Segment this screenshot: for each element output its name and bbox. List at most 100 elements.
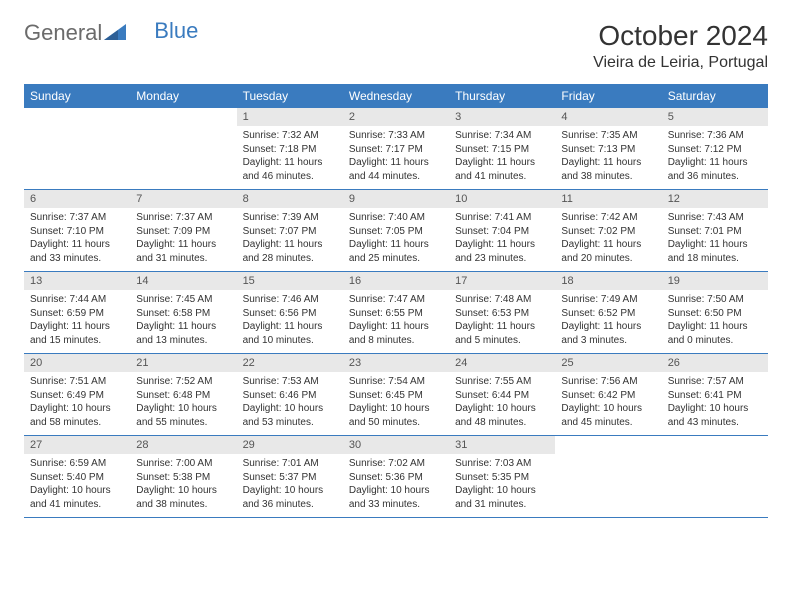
daylight-text-1: Daylight: 10 hours [668, 402, 762, 416]
day-header-mon: Monday [130, 84, 236, 108]
day-content-cell [24, 126, 130, 190]
sunrise-text: Sunrise: 7:36 AM [668, 129, 762, 143]
day-header-sat: Saturday [662, 84, 768, 108]
day-number-cell: 21 [130, 354, 236, 373]
day-number-cell: 14 [130, 272, 236, 291]
day-content-cell: Sunrise: 7:51 AMSunset: 6:49 PMDaylight:… [24, 372, 130, 436]
daylight-text-1: Daylight: 10 hours [243, 484, 337, 498]
daylight-text-2: and 23 minutes. [455, 252, 549, 266]
week-daynum-row: 12345 [24, 108, 768, 126]
week-daynum-row: 6789101112 [24, 190, 768, 209]
sunset-text: Sunset: 6:48 PM [136, 389, 230, 403]
day-header-fri: Friday [555, 84, 661, 108]
sunset-text: Sunset: 7:01 PM [668, 225, 762, 239]
day-number-cell: 11 [555, 190, 661, 209]
day-content-cell: Sunrise: 7:53 AMSunset: 6:46 PMDaylight:… [237, 372, 343, 436]
sunset-text: Sunset: 7:17 PM [349, 143, 443, 157]
sunrise-text: Sunrise: 7:51 AM [30, 375, 124, 389]
week-content-row: Sunrise: 7:51 AMSunset: 6:49 PMDaylight:… [24, 372, 768, 436]
day-content-cell: Sunrise: 7:50 AMSunset: 6:50 PMDaylight:… [662, 290, 768, 354]
daylight-text-1: Daylight: 11 hours [136, 238, 230, 252]
sunset-text: Sunset: 5:35 PM [455, 471, 549, 485]
month-title: October 2024 [593, 20, 768, 52]
sunrise-text: Sunrise: 7:03 AM [455, 457, 549, 471]
day-content-cell: Sunrise: 7:40 AMSunset: 7:05 PMDaylight:… [343, 208, 449, 272]
sunset-text: Sunset: 7:13 PM [561, 143, 655, 157]
calendar-page: General Blue October 2024 Vieira de Leir… [0, 0, 792, 538]
day-number-cell [130, 108, 236, 126]
daylight-text-1: Daylight: 11 hours [349, 320, 443, 334]
daylight-text-2: and 3 minutes. [561, 334, 655, 348]
daylight-text-2: and 36 minutes. [668, 170, 762, 184]
sunrise-text: Sunrise: 7:00 AM [136, 457, 230, 471]
sunset-text: Sunset: 6:58 PM [136, 307, 230, 321]
day-number-cell: 15 [237, 272, 343, 291]
daylight-text-2: and 36 minutes. [243, 498, 337, 512]
week-daynum-row: 2728293031 [24, 436, 768, 455]
daylight-text-2: and 43 minutes. [668, 416, 762, 430]
day-content-cell: Sunrise: 7:49 AMSunset: 6:52 PMDaylight:… [555, 290, 661, 354]
sunset-text: Sunset: 7:05 PM [349, 225, 443, 239]
daylight-text-1: Daylight: 10 hours [136, 484, 230, 498]
sunset-text: Sunset: 6:53 PM [455, 307, 549, 321]
sunrise-text: Sunrise: 7:34 AM [455, 129, 549, 143]
day-number-cell: 7 [130, 190, 236, 209]
daylight-text-2: and 31 minutes. [455, 498, 549, 512]
week-daynum-row: 20212223242526 [24, 354, 768, 373]
day-number-cell: 25 [555, 354, 661, 373]
day-header-row: Sunday Monday Tuesday Wednesday Thursday… [24, 84, 768, 108]
title-block: October 2024 Vieira de Leiria, Portugal [593, 20, 768, 72]
day-number-cell: 2 [343, 108, 449, 126]
daylight-text-2: and 38 minutes. [136, 498, 230, 512]
day-content-cell: Sunrise: 7:57 AMSunset: 6:41 PMDaylight:… [662, 372, 768, 436]
sunrise-text: Sunrise: 7:35 AM [561, 129, 655, 143]
daylight-text-2: and 15 minutes. [30, 334, 124, 348]
day-content-cell: Sunrise: 7:39 AMSunset: 7:07 PMDaylight:… [237, 208, 343, 272]
daylight-text-1: Daylight: 10 hours [455, 484, 549, 498]
sunrise-text: Sunrise: 7:49 AM [561, 293, 655, 307]
day-content-cell: Sunrise: 7:56 AMSunset: 6:42 PMDaylight:… [555, 372, 661, 436]
sunrise-text: Sunrise: 7:45 AM [136, 293, 230, 307]
day-content-cell: Sunrise: 7:41 AMSunset: 7:04 PMDaylight:… [449, 208, 555, 272]
sunrise-text: Sunrise: 7:33 AM [349, 129, 443, 143]
day-number-cell: 1 [237, 108, 343, 126]
daylight-text-1: Daylight: 11 hours [30, 320, 124, 334]
daylight-text-2: and 53 minutes. [243, 416, 337, 430]
daylight-text-2: and 46 minutes. [243, 170, 337, 184]
daylight-text-1: Daylight: 11 hours [349, 156, 443, 170]
sunrise-text: Sunrise: 7:44 AM [30, 293, 124, 307]
daylight-text-2: and 41 minutes. [30, 498, 124, 512]
daylight-text-2: and 33 minutes. [30, 252, 124, 266]
sunrise-text: Sunrise: 7:43 AM [668, 211, 762, 225]
daylight-text-2: and 33 minutes. [349, 498, 443, 512]
day-content-cell: Sunrise: 7:03 AMSunset: 5:35 PMDaylight:… [449, 454, 555, 518]
day-header-sun: Sunday [24, 84, 130, 108]
day-header-tue: Tuesday [237, 84, 343, 108]
sunset-text: Sunset: 5:38 PM [136, 471, 230, 485]
daylight-text-1: Daylight: 10 hours [243, 402, 337, 416]
day-number-cell: 29 [237, 436, 343, 455]
day-content-cell: Sunrise: 7:42 AMSunset: 7:02 PMDaylight:… [555, 208, 661, 272]
logo-triangle-icon [104, 20, 126, 46]
day-content-cell: Sunrise: 7:33 AMSunset: 7:17 PMDaylight:… [343, 126, 449, 190]
day-content-cell: Sunrise: 7:34 AMSunset: 7:15 PMDaylight:… [449, 126, 555, 190]
week-content-row: Sunrise: 6:59 AMSunset: 5:40 PMDaylight:… [24, 454, 768, 518]
day-number-cell: 12 [662, 190, 768, 209]
day-content-cell: Sunrise: 7:32 AMSunset: 7:18 PMDaylight:… [237, 126, 343, 190]
sunset-text: Sunset: 5:36 PM [349, 471, 443, 485]
daylight-text-2: and 28 minutes. [243, 252, 337, 266]
day-header-wed: Wednesday [343, 84, 449, 108]
sunrise-text: Sunrise: 7:50 AM [668, 293, 762, 307]
sunset-text: Sunset: 6:55 PM [349, 307, 443, 321]
sunrise-text: Sunrise: 7:46 AM [243, 293, 337, 307]
daylight-text-2: and 8 minutes. [349, 334, 443, 348]
day-number-cell [555, 436, 661, 455]
day-number-cell: 24 [449, 354, 555, 373]
day-content-cell: Sunrise: 7:36 AMSunset: 7:12 PMDaylight:… [662, 126, 768, 190]
day-number-cell: 26 [662, 354, 768, 373]
day-number-cell: 28 [130, 436, 236, 455]
day-number-cell: 31 [449, 436, 555, 455]
week-content-row: Sunrise: 7:32 AMSunset: 7:18 PMDaylight:… [24, 126, 768, 190]
day-number-cell: 22 [237, 354, 343, 373]
daylight-text-2: and 25 minutes. [349, 252, 443, 266]
